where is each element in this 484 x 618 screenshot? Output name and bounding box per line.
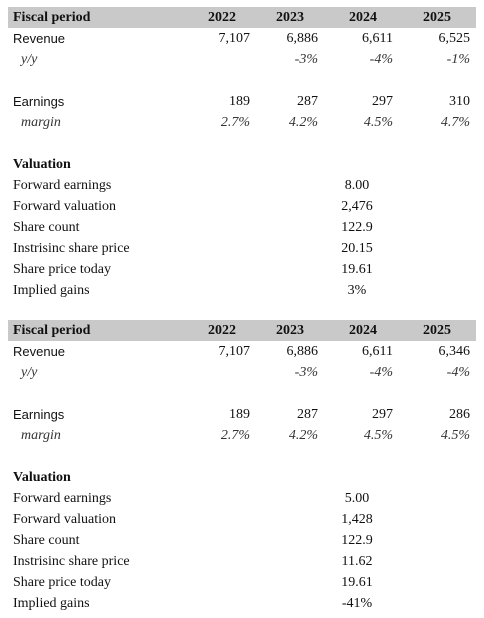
margin-label: margin	[21, 115, 61, 130]
valuation-title: Valuation	[13, 470, 71, 485]
valuation-value: 2,476	[341, 199, 373, 214]
valuation-label: Implied gains	[13, 283, 90, 298]
header-year: 2023	[276, 10, 304, 25]
valuation-label: Forward valuation	[13, 512, 117, 527]
growth-label: y/y	[21, 365, 38, 380]
growth-value: -3%	[294, 52, 318, 67]
margin-value: 4.5%	[363, 428, 393, 443]
valuation-value: 1,428	[341, 512, 373, 527]
growth-value: -4%	[446, 365, 470, 380]
valuation-value: 11.62	[341, 554, 373, 569]
margin-label: margin	[21, 428, 61, 443]
earnings-value: 297	[372, 407, 393, 422]
valuation-value: 3%	[347, 283, 367, 298]
growth-value: -1%	[446, 52, 470, 67]
header-year: 2024	[349, 323, 377, 338]
revenue-value: 7,107	[218, 31, 251, 46]
growth-value: -4%	[369, 365, 393, 380]
header-band	[8, 320, 476, 341]
margin-value: 2.7%	[220, 428, 250, 443]
earnings-value: 287	[297, 94, 318, 109]
header-year: 2025	[423, 10, 451, 25]
header-year: 2025	[423, 323, 451, 338]
earnings-label: Earnings	[13, 407, 65, 422]
valuation-label: Share price today	[13, 575, 111, 590]
margin-value: 4.2%	[288, 115, 318, 130]
valuation-label: Forward earnings	[13, 491, 112, 506]
earnings-value: 297	[372, 94, 393, 109]
header-year: 2023	[276, 323, 304, 338]
revenue-value: 6,886	[286, 344, 319, 359]
header-label: Fiscal period	[13, 10, 91, 25]
growth-value: -3%	[294, 365, 318, 380]
valuation-value: 19.61	[341, 575, 373, 590]
valuation-label: Instrisinc share price	[13, 241, 130, 256]
header-label: Fiscal period	[13, 323, 91, 338]
header-band	[8, 7, 476, 28]
earnings-value: 189	[229, 94, 250, 109]
valuation-label: Share price today	[13, 262, 111, 277]
valuation-label: Forward earnings	[13, 178, 112, 193]
growth-label: y/y	[21, 52, 38, 67]
earnings-value: 287	[297, 407, 318, 422]
valuation-value: 5.00	[344, 491, 370, 506]
valuation-value: 20.15	[341, 241, 373, 256]
growth-value: -4%	[369, 52, 393, 67]
revenue-label: Revenue	[13, 344, 66, 359]
revenue-value: 6,525	[438, 31, 471, 46]
revenue-label: Revenue	[13, 31, 66, 46]
valuation-label: Implied gains	[13, 596, 90, 611]
margin-value: 4.5%	[440, 428, 470, 443]
valuation-value: 122.9	[341, 533, 373, 548]
earnings-label: Earnings	[13, 94, 65, 109]
header-year: 2022	[208, 323, 236, 338]
earnings-value: 310	[449, 94, 470, 109]
revenue-value: 6,611	[362, 344, 393, 359]
margin-value: 4.7%	[440, 115, 470, 130]
revenue-value: 6,886	[286, 31, 319, 46]
valuation-label: Instrisinc share price	[13, 554, 130, 569]
revenue-value: 6,611	[362, 31, 393, 46]
earnings-value: 286	[449, 407, 470, 422]
revenue-value: 6,346	[438, 344, 471, 359]
revenue-value: 7,107	[218, 344, 251, 359]
margin-value: 4.2%	[288, 428, 318, 443]
valuation-label: Forward valuation	[13, 199, 117, 214]
valuation-value: 19.61	[341, 262, 373, 277]
valuation-label: Share count	[13, 220, 80, 235]
earnings-value: 189	[229, 407, 250, 422]
margin-value: 4.5%	[363, 115, 393, 130]
header-year: 2022	[208, 10, 236, 25]
valuation-label: Share count	[13, 533, 80, 548]
valuation-title: Valuation	[13, 157, 71, 172]
valuation-value: 8.00	[344, 178, 370, 193]
valuation-value: 122.9	[341, 220, 373, 235]
margin-value: 2.7%	[220, 115, 250, 130]
valuation-value: -41%	[341, 596, 373, 611]
header-year: 2024	[349, 10, 377, 25]
